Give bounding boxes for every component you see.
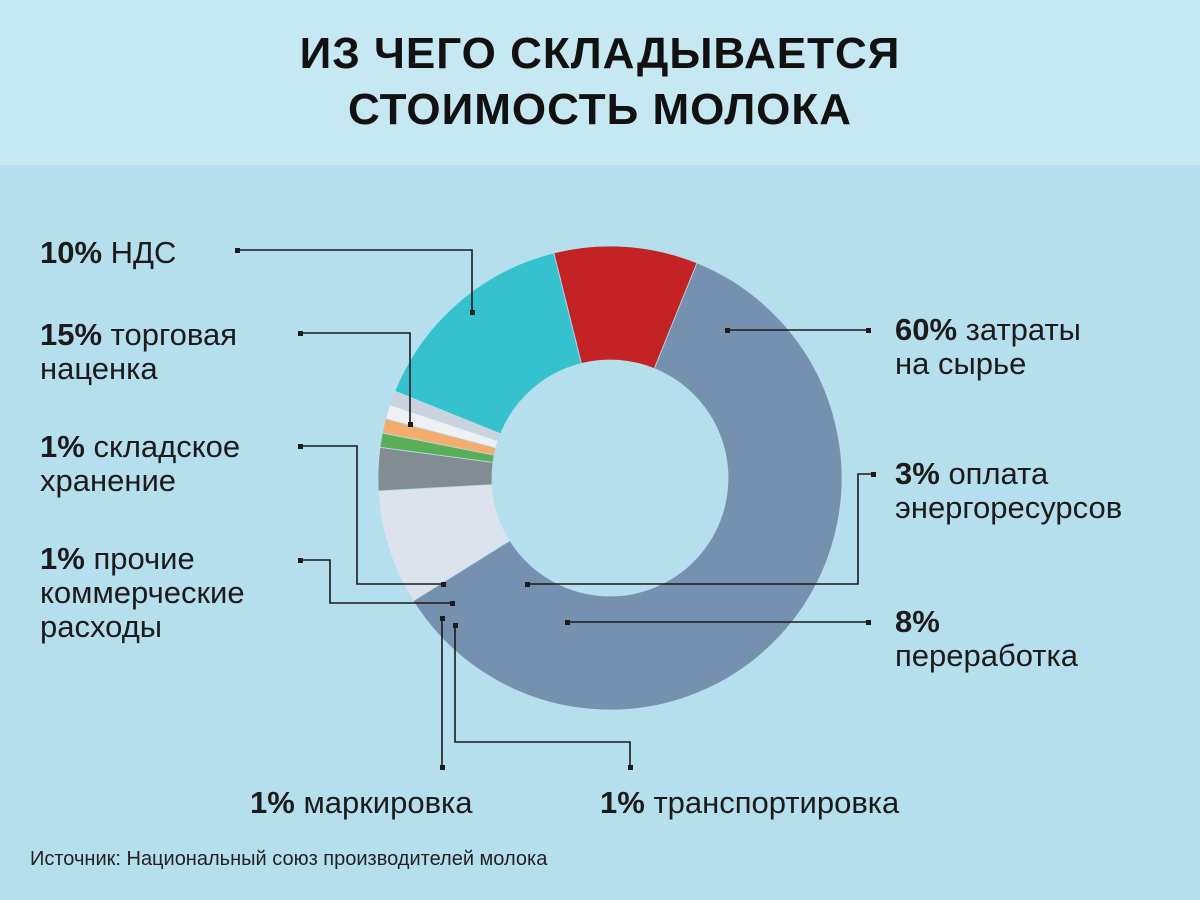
donut-slices — [377, 245, 843, 711]
label-storage: 1% складское хранение — [40, 430, 240, 498]
label-other-line1: прочие — [93, 541, 195, 576]
leader-dots — [235, 248, 876, 770]
label-raw-line2: на сырье — [895, 346, 1027, 381]
chart-title: ИЗ ЧЕГО СКЛАДЫВАЕТСЯ СТОИМОСТЬ МОЛОКА — [0, 26, 1200, 138]
label-raw-line1: затраты — [965, 312, 1081, 347]
label-marking-text: маркировка — [303, 785, 473, 820]
leader-dot — [871, 472, 876, 477]
label-marking-pct: 1% — [250, 785, 295, 820]
leader-dot — [440, 765, 445, 770]
leader-line-nds — [237, 249, 473, 312]
label-marking: 1% маркировка — [250, 786, 473, 820]
leader-dot — [298, 444, 303, 449]
leader-line-other — [300, 559, 452, 604]
leader-dot — [866, 328, 871, 333]
label-markup-line1: торговая — [110, 317, 238, 352]
label-nds: 10% НДС — [40, 236, 176, 270]
label-process-pct: 8% — [895, 604, 940, 639]
leader-dot — [628, 765, 633, 770]
label-other-pct: 1% — [40, 541, 85, 576]
label-raw: 60% затраты на сырье — [895, 313, 1081, 381]
label-nds-pct: 10% — [40, 235, 103, 270]
leader-dot — [235, 248, 240, 253]
label-energy-line2: энергоресурсов — [895, 490, 1123, 525]
label-other-line2: коммерческие — [40, 575, 245, 610]
donut-slice-7 — [394, 252, 582, 435]
leader-dot — [450, 601, 455, 606]
leader-dot — [298, 331, 303, 336]
title-line-2: СТОИМОСТЬ МОЛОКА — [347, 85, 853, 134]
label-storage-line2: хранение — [40, 463, 177, 498]
leader-lines — [237, 249, 873, 767]
leader-dot — [408, 422, 413, 427]
donut-slice-8 — [553, 245, 698, 370]
label-process-line2: переработка — [895, 638, 1078, 673]
leader-line-transport — [454, 625, 631, 767]
leader-dot — [525, 582, 530, 587]
label-energy: 3% оплата энергоресурсов — [895, 457, 1122, 525]
leader-dot — [565, 620, 570, 625]
label-storage-pct: 1% — [40, 429, 85, 464]
label-markup: 15% торговая наценка — [40, 318, 237, 386]
donut-slice-0 — [412, 262, 843, 711]
label-other-line3: расходы — [40, 609, 163, 644]
leader-dot — [725, 328, 730, 333]
label-process: 8% переработка — [895, 605, 1078, 673]
leader-dot — [298, 558, 303, 563]
leader-line-storage — [300, 445, 443, 585]
label-nds-text: НДС — [110, 235, 177, 270]
label-energy-line1: оплата — [948, 456, 1049, 491]
leader-dot — [440, 616, 445, 621]
label-transport-pct: 1% — [600, 785, 645, 820]
label-markup-line2: наценка — [40, 351, 158, 386]
label-transport-text: транспортировка — [653, 785, 900, 820]
leader-dot — [470, 310, 475, 315]
title-line-1: ИЗ ЧЕГО СКЛАДЫВАЕТСЯ — [299, 29, 901, 78]
label-raw-pct: 60% — [895, 312, 958, 347]
leader-dot — [453, 623, 458, 628]
leader-line-markup — [300, 332, 411, 424]
label-energy-pct: 3% — [895, 456, 940, 491]
label-storage-line1: складское — [93, 429, 241, 464]
header-band — [0, 0, 1200, 165]
leader-line-energy — [527, 473, 873, 585]
label-other: 1% прочие коммерческие расходы — [40, 542, 245, 644]
leader-dot — [866, 620, 871, 625]
source-note: Источник: Национальный союз производител… — [30, 848, 548, 870]
leader-dot — [441, 582, 446, 587]
label-markup-pct: 15% — [40, 317, 103, 352]
label-transport: 1% транспортировка — [600, 786, 899, 820]
